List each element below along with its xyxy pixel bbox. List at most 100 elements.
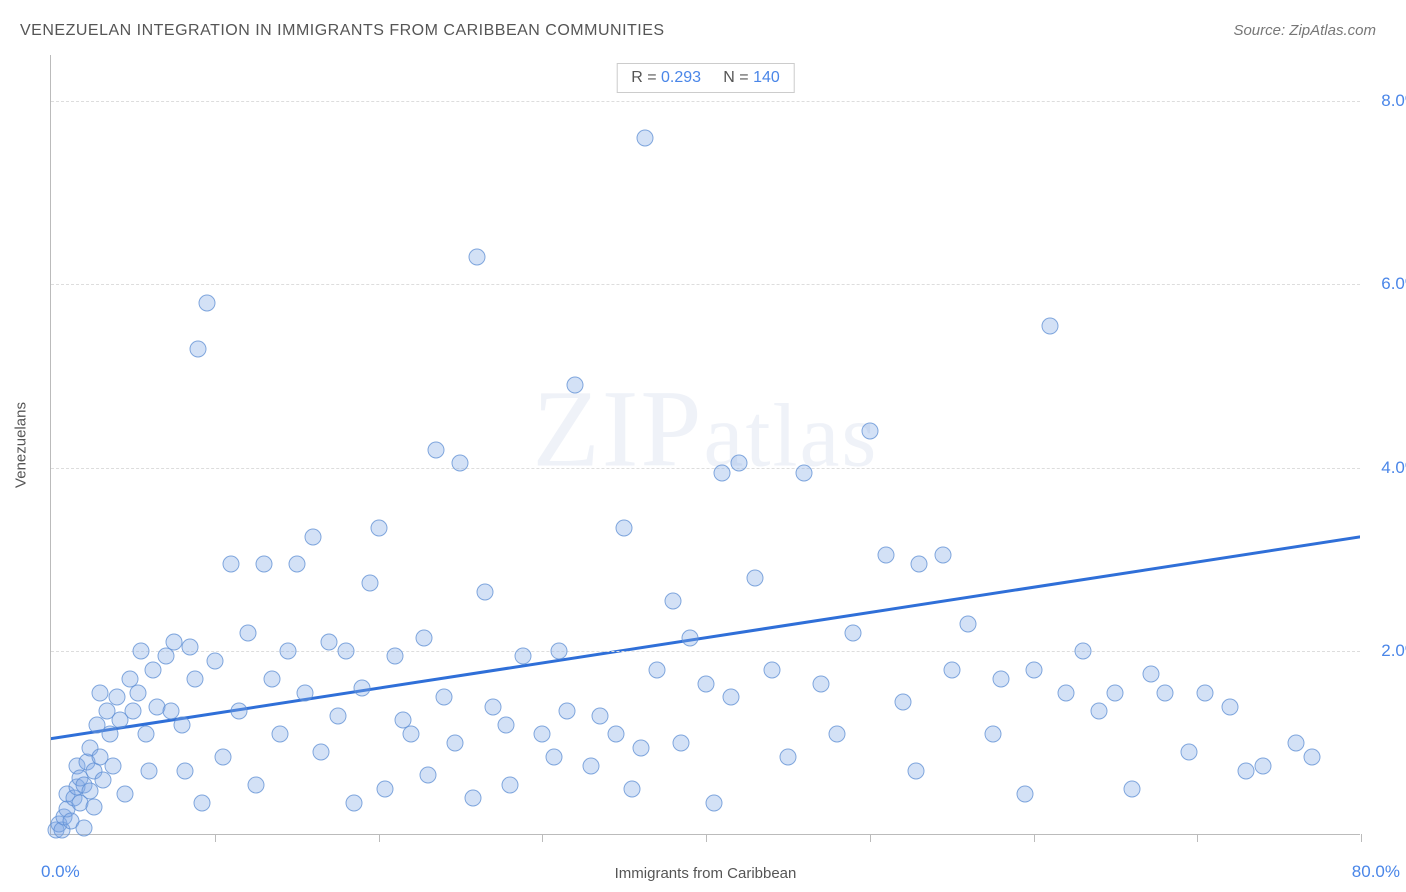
data-point [779, 749, 796, 766]
y-tick-label: 4.0% [1381, 458, 1406, 478]
watermark: ZIPatlas [533, 365, 879, 492]
data-point [583, 758, 600, 775]
data-point [910, 556, 927, 573]
n-label: N = [723, 69, 753, 86]
x-axis-label: Immigrants from Caribbean [615, 865, 797, 882]
data-point [85, 799, 102, 816]
data-point [1041, 317, 1058, 334]
page-title: VENEZUELAN INTEGRATION IN IMMIGRANTS FRO… [20, 22, 665, 40]
data-point [129, 684, 146, 701]
data-point [514, 648, 531, 665]
x-axis-origin: 0.0% [41, 862, 80, 882]
data-point [416, 629, 433, 646]
data-point [190, 340, 207, 357]
x-tick [379, 834, 380, 842]
trend-line [51, 55, 1360, 834]
data-point [193, 794, 210, 811]
data-point [337, 643, 354, 660]
data-point [75, 819, 92, 836]
data-point [1058, 684, 1075, 701]
data-point [845, 625, 862, 642]
data-point [960, 615, 977, 632]
x-tick [1361, 834, 1362, 842]
y-axis-label: Venezuelans [13, 402, 30, 488]
data-point [763, 661, 780, 678]
data-point [681, 629, 698, 646]
data-point [984, 726, 1001, 743]
data-point [305, 528, 322, 545]
data-point [255, 556, 272, 573]
data-point [498, 716, 515, 733]
data-point [698, 675, 715, 692]
r-label: R = [631, 69, 661, 86]
data-point [550, 643, 567, 660]
gridline [51, 651, 1360, 652]
data-point [501, 776, 518, 793]
gridline [51, 101, 1360, 102]
data-point [465, 790, 482, 807]
data-point [1143, 666, 1160, 683]
data-point [436, 689, 453, 706]
data-point [1181, 744, 1198, 761]
x-tick [870, 834, 871, 842]
data-point [354, 680, 371, 697]
data-point [591, 707, 608, 724]
data-point [1107, 684, 1124, 701]
y-tick-label: 8.0% [1381, 91, 1406, 111]
data-point [174, 716, 191, 733]
data-point [214, 749, 231, 766]
data-point [1222, 698, 1239, 715]
data-point [558, 703, 575, 720]
data-point [296, 684, 313, 701]
data-point [992, 671, 1009, 688]
source-attribution: Source: ZipAtlas.com [1233, 22, 1376, 39]
scatter-plot: ZIPatlas Venezuelans Immigrants from Car… [50, 55, 1360, 835]
data-point [730, 455, 747, 472]
x-tick [215, 834, 216, 842]
data-point [812, 675, 829, 692]
data-point [1123, 781, 1140, 798]
data-point [1197, 684, 1214, 701]
data-point [419, 767, 436, 784]
x-tick [542, 834, 543, 842]
data-point [1254, 758, 1271, 775]
data-point [665, 593, 682, 610]
data-point [829, 726, 846, 743]
data-point [124, 703, 141, 720]
data-point [673, 735, 690, 752]
data-point [133, 643, 150, 660]
data-point [206, 652, 223, 669]
data-point [706, 794, 723, 811]
data-point [861, 423, 878, 440]
y-tick-label: 6.0% [1381, 274, 1406, 294]
data-point [377, 781, 394, 798]
y-tick-label: 2.0% [1381, 641, 1406, 661]
data-point [1303, 749, 1320, 766]
data-point [247, 776, 264, 793]
data-point [370, 519, 387, 536]
data-point [1074, 643, 1091, 660]
data-point [747, 570, 764, 587]
data-point [362, 574, 379, 591]
gridline [51, 284, 1360, 285]
data-point [624, 781, 641, 798]
data-point [485, 698, 502, 715]
data-point [567, 377, 584, 394]
data-point [386, 648, 403, 665]
data-point [907, 762, 924, 779]
data-point [722, 689, 739, 706]
data-point [108, 689, 125, 706]
data-point [223, 556, 240, 573]
data-point [321, 634, 338, 651]
data-point [231, 703, 248, 720]
data-point [1017, 785, 1034, 802]
data-point [632, 739, 649, 756]
data-point [1287, 735, 1304, 752]
data-point [476, 583, 493, 600]
data-point [403, 726, 420, 743]
data-point [452, 455, 469, 472]
data-point [1156, 684, 1173, 701]
data-point [239, 625, 256, 642]
x-tick [1197, 834, 1198, 842]
x-tick [706, 834, 707, 842]
